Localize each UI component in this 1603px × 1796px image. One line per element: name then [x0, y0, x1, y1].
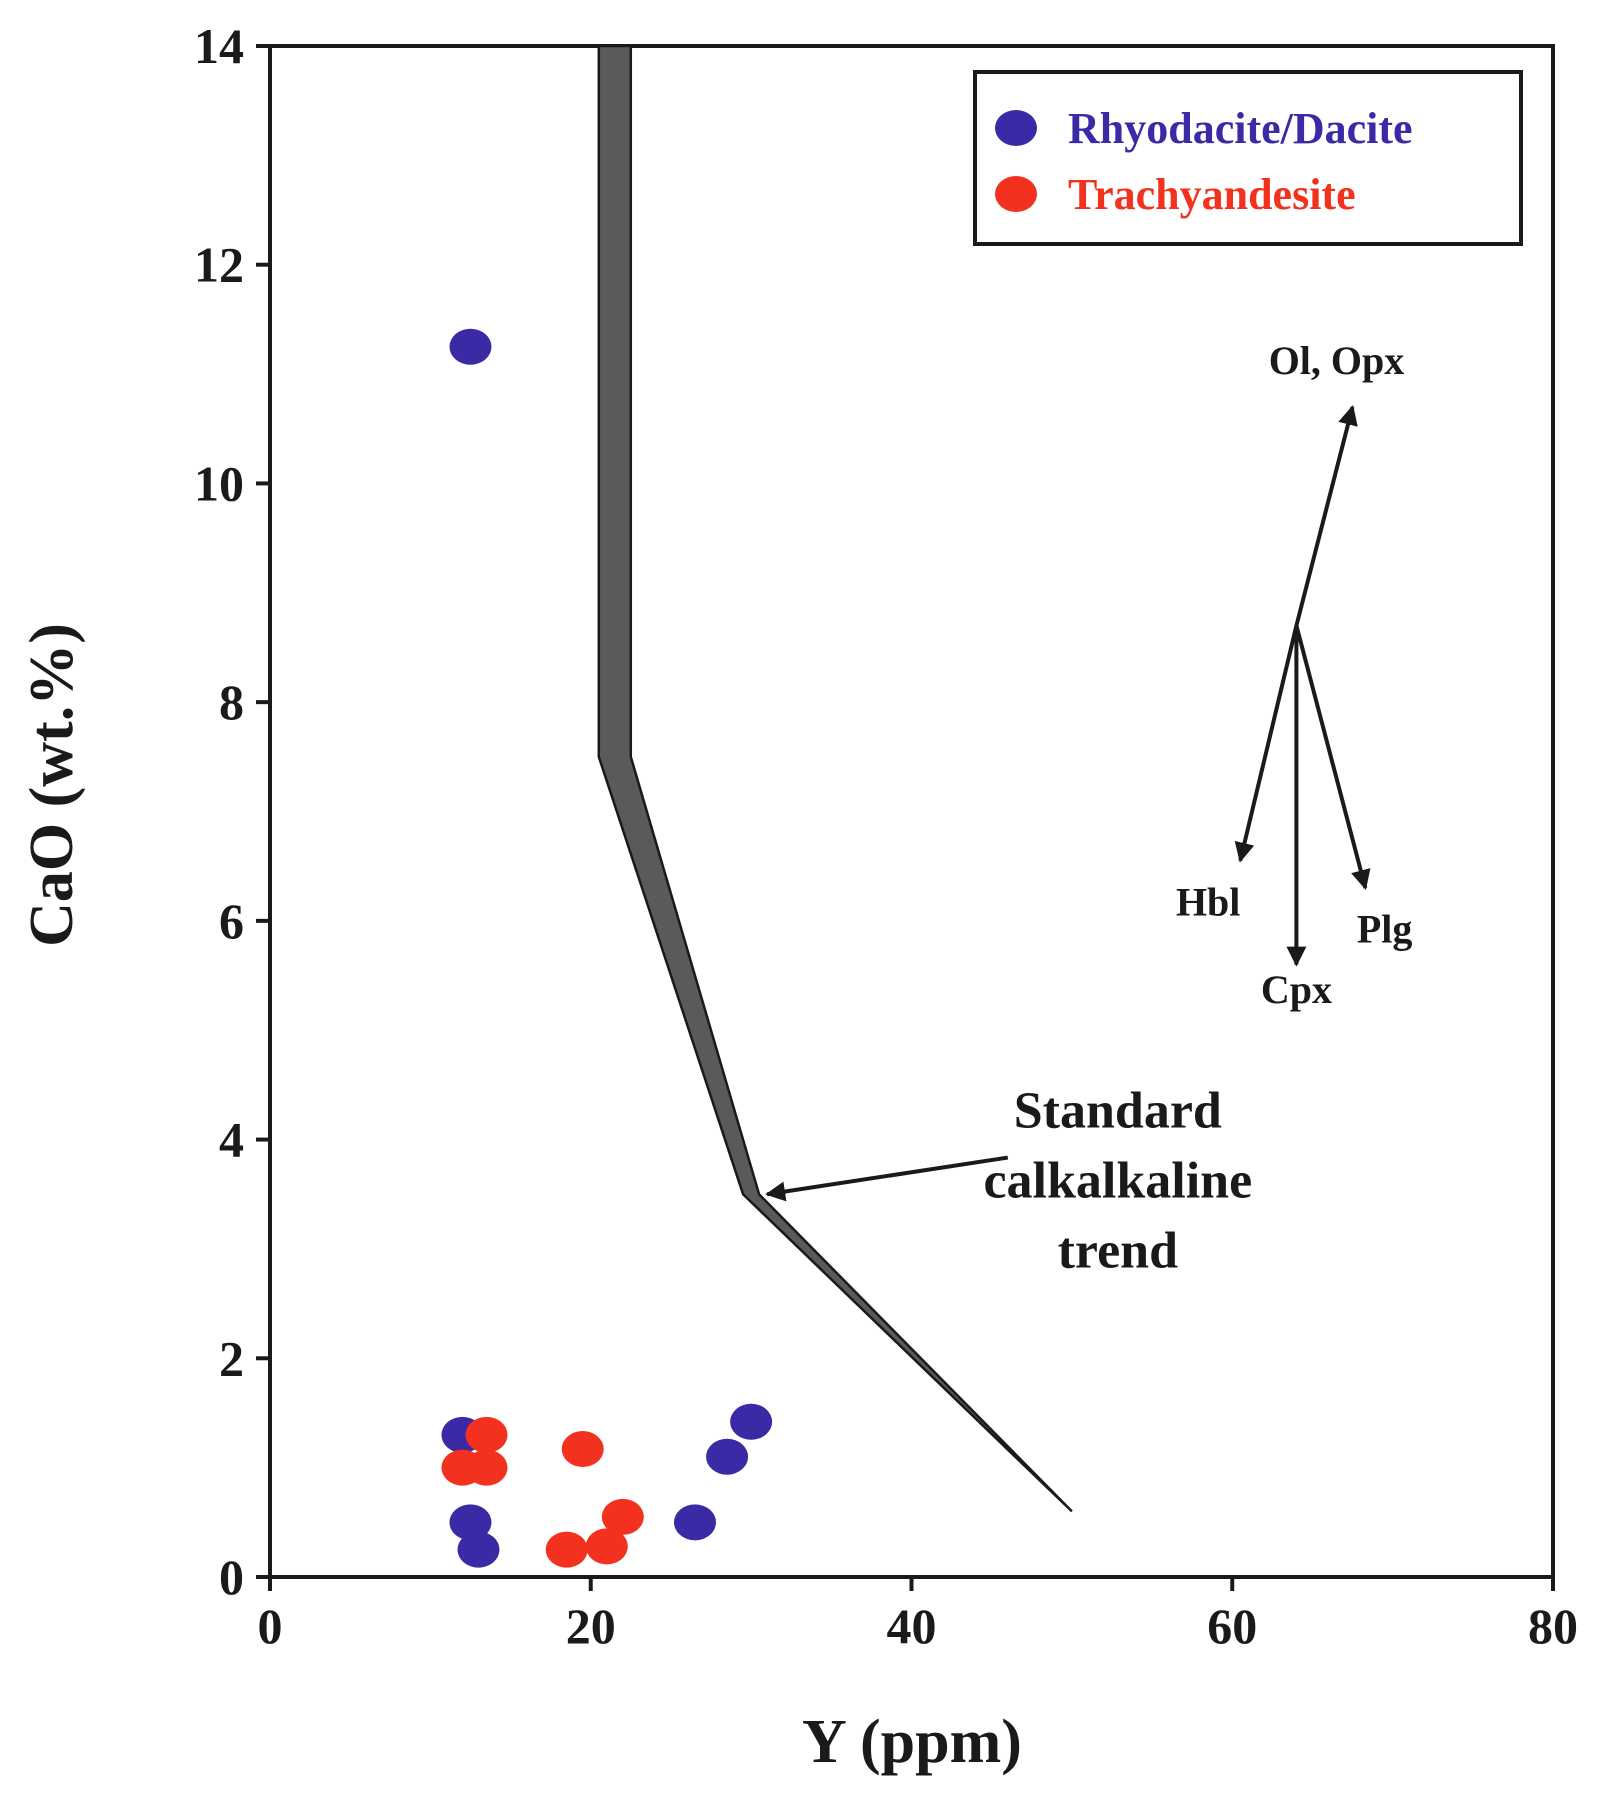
data-point: [706, 1438, 749, 1475]
mineral-vector-arrow: [1294, 404, 1358, 627]
data-point: [449, 328, 492, 365]
mineral-vector-label: Cpx: [1261, 967, 1332, 1012]
data-point: [601, 1498, 644, 1535]
x-tick-label: 60: [1207, 1598, 1257, 1654]
legend-label: Trachyandesite: [1068, 170, 1356, 219]
x-tick-label: 20: [566, 1598, 616, 1654]
legend-marker: [995, 110, 1037, 146]
y-tick-label: 0: [219, 1549, 244, 1605]
legend-marker: [995, 176, 1037, 212]
legend-label: Rhyodacite/Dacite: [1068, 104, 1413, 153]
y-tick-label: 4: [219, 1112, 244, 1168]
calkalkaline-trend-band: [597, 44, 1073, 1513]
x-tick-label: 40: [887, 1598, 937, 1654]
mineral-vector-label: Plg: [1357, 907, 1413, 952]
data-point: [585, 1528, 628, 1565]
mineral-vector-arrow: [1234, 625, 1299, 863]
data-point: [465, 1449, 508, 1486]
x-tick-label: 0: [258, 1598, 283, 1654]
y-tick-label: 12: [194, 237, 244, 293]
y-tick-label: 14: [194, 18, 244, 74]
data-point: [465, 1416, 508, 1453]
y-axis-title: CaO (wt.%): [18, 623, 86, 947]
data-point: [673, 1504, 716, 1541]
data-point: [730, 1403, 773, 1440]
data-point: [457, 1531, 500, 1568]
data-point: [561, 1431, 604, 1468]
legend-box: [973, 70, 1523, 246]
x-axis-title: Y (ppm): [802, 1708, 1022, 1776]
y-tick-label: 6: [219, 893, 244, 949]
mineral-vector-arrow: [1294, 625, 1371, 890]
trend-label-line: Standard: [1014, 1083, 1222, 1140]
x-tick-label: 80: [1528, 1598, 1578, 1654]
y-tick-label: 8: [219, 674, 244, 730]
y-tick-label: 2: [219, 1330, 244, 1386]
trend-label-line: trend: [1058, 1223, 1178, 1280]
trend-pointer-arrow: [765, 1155, 1009, 1202]
trend-label-line: calkalkaline: [983, 1153, 1252, 1210]
mineral-vector-label: Ol, Opx: [1269, 338, 1405, 383]
mineral-vector-label: Hbl: [1176, 879, 1240, 924]
data-point: [449, 1504, 492, 1541]
y-tick-label: 10: [194, 455, 244, 511]
data-point: [545, 1531, 588, 1568]
